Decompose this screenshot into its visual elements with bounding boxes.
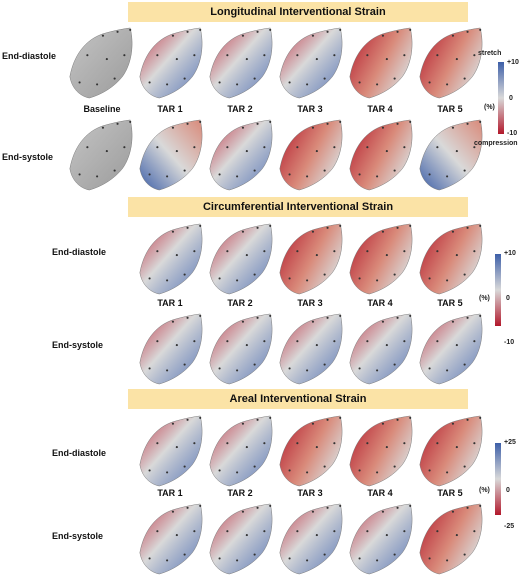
strain-surface-map bbox=[204, 118, 278, 192]
row-label-end-diastole: End-diastole bbox=[2, 51, 57, 61]
strain-surface-map bbox=[134, 502, 208, 576]
strain-surface-map bbox=[274, 118, 348, 192]
row-label-end-systole: End-systole bbox=[2, 152, 54, 162]
row-label-end-diastole: End-diastole bbox=[52, 448, 107, 458]
column-label-tar5: TAR 5 bbox=[437, 104, 463, 114]
strain-surface-map bbox=[134, 26, 208, 100]
strain-surface-map bbox=[204, 26, 278, 100]
scale-3-mid-label: 0 bbox=[506, 487, 510, 494]
column-label-tar3: TAR 3 bbox=[297, 488, 323, 498]
strain-surface-map bbox=[134, 414, 208, 488]
strain-surface-map bbox=[274, 222, 348, 296]
scale-2-unit: (%) bbox=[479, 295, 490, 302]
strain-surface-map bbox=[204, 502, 278, 576]
strain-surface-map bbox=[204, 312, 278, 386]
strain-surface-map bbox=[414, 414, 488, 488]
panel-1-title: Longitudinal Interventional Strain bbox=[128, 2, 468, 22]
column-label-tar3: TAR 3 bbox=[297, 104, 323, 114]
strain-surface-map bbox=[344, 502, 418, 576]
column-label-tar4: TAR 4 bbox=[367, 298, 393, 308]
strain-surface-map bbox=[134, 222, 208, 296]
column-label-tar5: TAR 5 bbox=[437, 298, 463, 308]
strain-surface-map bbox=[414, 312, 488, 386]
column-label-tar5: TAR 5 bbox=[437, 488, 463, 498]
row-label-end-systole: End-systole bbox=[52, 531, 104, 541]
column-label-tar1: TAR 1 bbox=[157, 488, 183, 498]
strain-surface-map bbox=[414, 222, 488, 296]
strain-surface-map bbox=[344, 118, 418, 192]
strain-surface-map bbox=[64, 26, 138, 100]
column-label-baseline: Baseline bbox=[83, 104, 121, 114]
strain-surface-map bbox=[344, 414, 418, 488]
column-label-tar2: TAR 2 bbox=[227, 488, 253, 498]
scale-2-max-label: +10 bbox=[504, 250, 516, 257]
strain-surface-map bbox=[344, 26, 418, 100]
column-label-tar1: TAR 1 bbox=[157, 104, 183, 114]
strain-surface-map bbox=[274, 502, 348, 576]
strain-surface-map bbox=[134, 312, 208, 386]
scale-2-min-label: -10 bbox=[504, 339, 515, 346]
scale-1-unit: (%) bbox=[484, 104, 495, 111]
scale-1-top-word: stretch bbox=[478, 50, 502, 57]
strain-surface-map bbox=[134, 118, 208, 192]
strain-surface-map bbox=[274, 414, 348, 488]
strain-surface-map bbox=[414, 26, 488, 100]
scale-1-mid-label: 0 bbox=[509, 95, 513, 102]
scale-3-unit: (%) bbox=[479, 487, 490, 494]
strain-surface-map bbox=[344, 222, 418, 296]
row-label-end-diastole: End-diastole bbox=[52, 247, 107, 257]
strain-surface-map bbox=[204, 414, 278, 488]
strain-surface-map bbox=[344, 312, 418, 386]
scale-1-bottom-word: compression bbox=[474, 140, 518, 147]
scale-1-min-label: -10 bbox=[507, 130, 518, 137]
column-label-tar4: TAR 4 bbox=[367, 104, 393, 114]
column-label-tar1: TAR 1 bbox=[157, 298, 183, 308]
row-label-end-systole: End-systole bbox=[52, 340, 104, 350]
column-label-tar3: TAR 3 bbox=[297, 298, 323, 308]
panel-3-title: Areal Interventional Strain bbox=[128, 389, 468, 409]
scale-2-colorbar bbox=[495, 254, 501, 326]
panel-2-title: Circumferential Interventional Strain bbox=[128, 197, 468, 217]
scale-2-mid-label: 0 bbox=[506, 295, 510, 302]
strain-surface-map bbox=[274, 312, 348, 386]
strain-surface-map bbox=[274, 26, 348, 100]
column-label-tar2: TAR 2 bbox=[227, 298, 253, 308]
strain-surface-map bbox=[414, 118, 488, 192]
strain-surface-map bbox=[414, 502, 488, 576]
column-label-tar4: TAR 4 bbox=[367, 488, 393, 498]
strain-surface-map bbox=[64, 118, 138, 192]
column-label-tar2: TAR 2 bbox=[227, 104, 253, 114]
strain-surface-map bbox=[204, 222, 278, 296]
scale-3-max-label: +25 bbox=[504, 439, 516, 446]
scale-3-colorbar bbox=[495, 443, 501, 515]
scale-3-min-label: -25 bbox=[504, 523, 515, 530]
scale-1-max-label: +10 bbox=[507, 59, 519, 66]
scale-1-colorbar bbox=[498, 62, 504, 134]
